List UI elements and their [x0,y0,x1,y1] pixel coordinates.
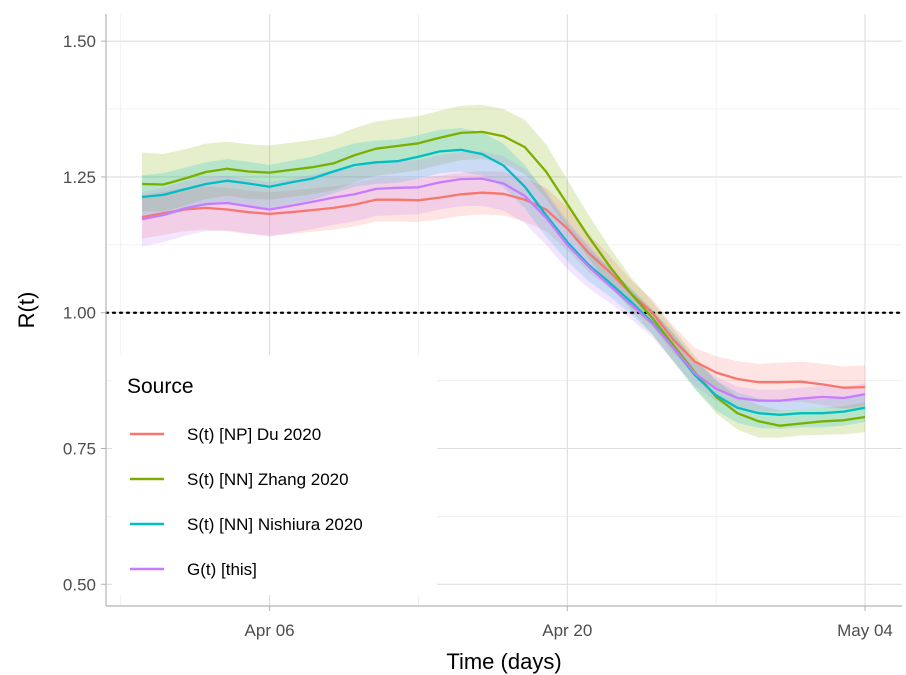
x-tick-label: May 04 [837,621,893,640]
series-line-4 [141,177,866,402]
y-tick-label: 1.25 [63,168,96,187]
confidence-band-2 [142,104,865,438]
confidence-band-3 [142,128,865,429]
legend-label-2: S(t) [NN] Zhang 2020 [187,470,349,489]
axes: 0.50 0.75 1.00 1.25 1.50 Apr 06 Apr 20 May 04 Ti… [14,14,902,674]
legend-box [112,355,437,595]
series-line-3 [141,148,866,416]
y-axis-title: R(t) [14,292,39,329]
x-axis-title: Time (days) [446,649,561,674]
y-tick-label: 0.50 [63,575,96,594]
y-tick-label: 0.75 [63,439,96,458]
series-line-2 [141,130,866,427]
legend: Source S(t) [NP] Du 2020 S(t) [NN] Zhang 2… [112,355,437,595]
legend-label-3: S(t) [NN] Nishiura 2020 [187,515,363,534]
legend-label-4: G(t) [this] [187,560,257,579]
series-lines [141,130,866,427]
confidence-band-4 [142,151,865,412]
legend-title: Source [127,375,194,398]
x-tick-label: Apr 20 [542,621,592,640]
series-line-1 [141,191,866,389]
x-tick-label: Apr 06 [245,621,295,640]
y-tick-label: 1.00 [63,304,96,323]
y-tick-label: 1.50 [63,32,96,51]
legend-label-1: S(t) [NP] Du 2020 [187,425,321,444]
